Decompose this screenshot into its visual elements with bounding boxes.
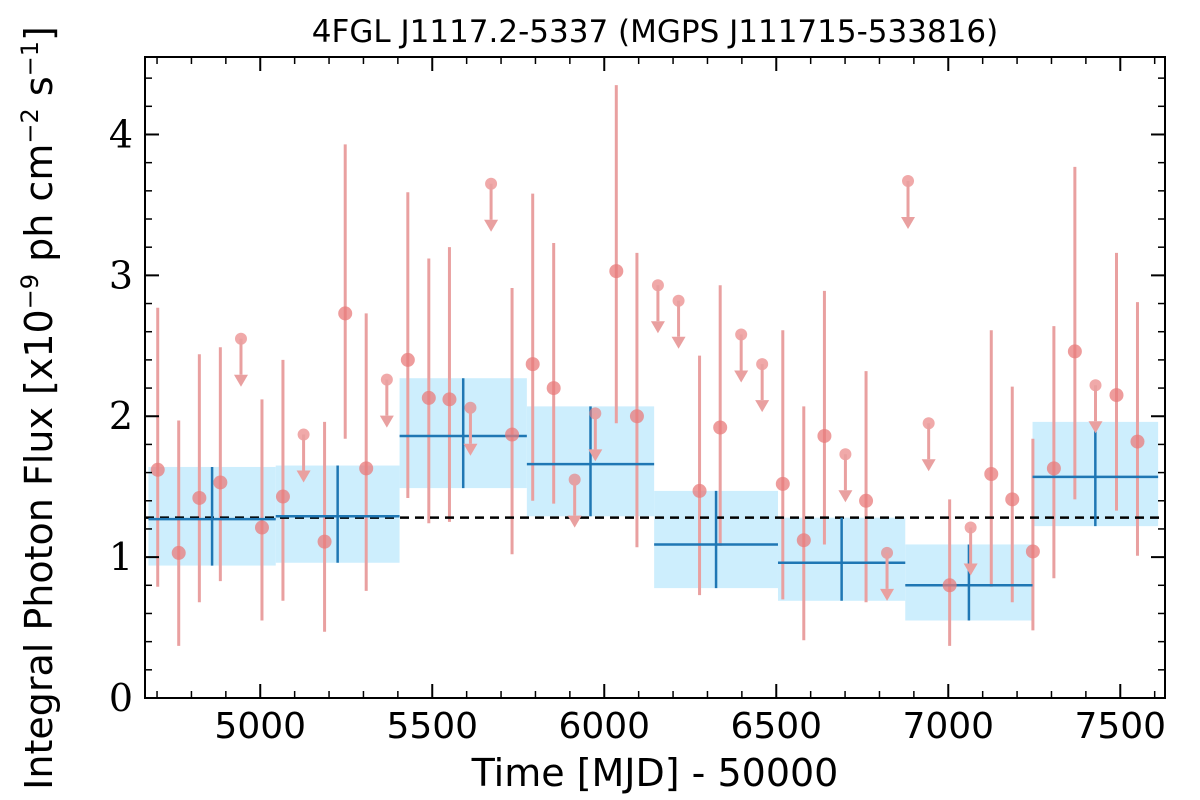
upper-limit-arrow (567, 515, 582, 528)
flux-point (1067, 344, 1082, 359)
flux-point (629, 409, 644, 424)
y-tick-label: 2 (109, 394, 133, 438)
y-axis-label-exponent-3: −1 (16, 41, 44, 76)
flux-point (609, 264, 624, 279)
flux-point (984, 467, 999, 482)
upper-limit-arrow (671, 336, 686, 349)
flux-point (546, 381, 561, 396)
upper-limit-arrow (838, 490, 853, 503)
upper-limit-arrow (755, 400, 770, 413)
flux-point (400, 352, 415, 367)
flux-point (421, 390, 436, 405)
flux-points (150, 264, 1145, 593)
flux-point (796, 533, 811, 548)
point-errorbars (156, 85, 1139, 646)
flux-point (338, 306, 353, 321)
flux-point (942, 578, 957, 593)
flux-point (192, 490, 207, 505)
upper-limit-arrow (650, 321, 665, 334)
y-axis-label-part-2: ph cm (17, 144, 61, 274)
flux-point (1005, 492, 1020, 507)
flux-point (775, 476, 790, 491)
x-tick-label: 7500 (1074, 706, 1166, 747)
flux-point (213, 475, 228, 490)
x-tick-label: 6000 (558, 706, 650, 747)
chart-title: 4FGL J1117.2-5337 (MGPS J111715-533816) (312, 14, 998, 50)
x-axis-label: Time [MJD] - 50000 (471, 751, 839, 795)
flux-point (505, 427, 520, 442)
flux-point (859, 493, 874, 508)
upper-limit-arrow (963, 563, 978, 576)
flux-point (692, 483, 707, 498)
flux-point (359, 461, 374, 476)
y-tick-label: 0 (109, 676, 133, 720)
y-axis-label-part-4: ] (17, 26, 61, 41)
flux-point (442, 392, 457, 407)
plot-frame (144, 56, 1166, 699)
x-tick-label: 5000 (214, 706, 306, 747)
y-axis-label-part-3: s (17, 76, 61, 108)
y-axis-label-part-1: Integral Photon Flux [x10 (17, 309, 61, 790)
upper-limit-arrow (921, 459, 936, 472)
tick-labels: 5000 5500 6000 6500 7000 7500 0 1 2 3 4 (109, 112, 1166, 747)
upper-limit-arrow (463, 443, 478, 456)
upper-limit-arrow (880, 588, 895, 601)
upper-limit-arrow (379, 415, 394, 428)
flux-point (1109, 388, 1124, 403)
x-tick-label: 7000 (902, 706, 994, 747)
flux-point (254, 520, 269, 535)
upper-limit-arrow (734, 370, 749, 383)
axis-ticks (145, 57, 1165, 699)
x-tick-label: 5500 (386, 706, 478, 747)
flux-point (275, 489, 290, 504)
y-axis-label-exponent-1: −9 (16, 274, 44, 309)
upper-limit-arrow (296, 470, 311, 483)
flux-point (817, 428, 832, 443)
upper-limit-arrow (484, 219, 499, 232)
flux-point (713, 420, 728, 435)
flux-point (1046, 461, 1061, 476)
flux-point (525, 357, 540, 372)
upper-limit-arrow (233, 374, 248, 387)
y-tick-label: 4 (109, 112, 133, 156)
y-axis-label: Integral Photon Flux [x10−9 ph cm−2 s−1] (16, 26, 61, 790)
flux-point (150, 462, 165, 477)
upper-limits (233, 174, 1103, 601)
upper-limit-arrow (901, 216, 916, 229)
y-tick-label: 3 (109, 253, 133, 297)
flux-point (1025, 544, 1040, 559)
upper-limit-arrow (1088, 421, 1103, 434)
y-axis-label-exponent-2: −2 (16, 108, 44, 143)
x-tick-label: 6500 (730, 706, 822, 747)
flux-point (171, 545, 186, 560)
flux-point (317, 534, 332, 549)
upper-limit-arrow (588, 449, 603, 462)
y-tick-label: 1 (109, 535, 133, 579)
flux-point (1130, 434, 1145, 449)
